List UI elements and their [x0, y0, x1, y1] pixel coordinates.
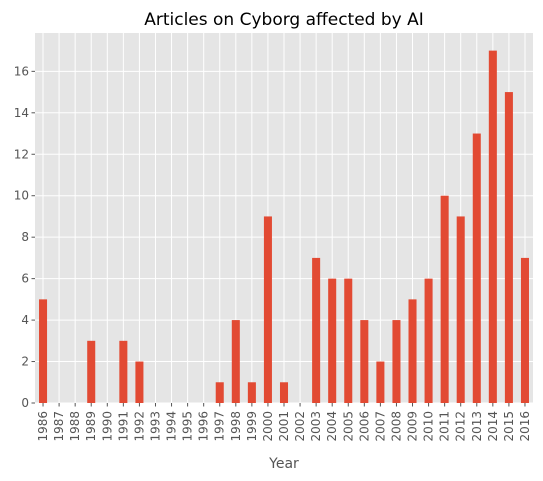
x-tick-label: 1986	[36, 411, 50, 442]
bar-2009	[408, 299, 417, 403]
x-tick-label: 2006	[357, 411, 371, 442]
y-tick-label: 4	[21, 313, 29, 327]
x-tick-label: 2014	[486, 411, 500, 442]
x-tick-label: 1999	[245, 411, 259, 442]
bars	[39, 50, 529, 404]
bar-2012	[456, 216, 465, 403]
y-tick-label: 16	[14, 64, 29, 78]
bar-2006	[360, 320, 369, 403]
x-tick-label: 2005	[341, 411, 355, 442]
bar-2008	[392, 320, 401, 403]
bar-2015	[504, 92, 513, 404]
bar-1997	[215, 382, 224, 403]
y-tick-label: 2	[21, 355, 29, 369]
x-tick-label: 2010	[422, 411, 436, 442]
bar-1989	[87, 340, 96, 403]
bar-2000	[263, 216, 272, 403]
bar-1986	[39, 299, 48, 403]
x-tick-label: 1991	[116, 411, 130, 442]
x-tick-label: 2002	[293, 411, 307, 442]
bar-2003	[312, 257, 321, 403]
bar-1991	[119, 340, 128, 403]
bar-2007	[376, 361, 385, 403]
x-tick-label: 1988	[68, 411, 82, 442]
x-tick-label: 2016	[518, 411, 532, 442]
bar-1992	[135, 361, 144, 403]
bar-1998	[231, 320, 240, 403]
x-tick-label: 2001	[277, 411, 291, 442]
y-axis-ticks: 0 2 4 6 8 10 12 14 16	[14, 64, 35, 410]
x-axis-ticks: 1986 1987 1988 1989 1990 1991 1992 1993 1994 1995…	[36, 403, 532, 442]
chart-title: Articles on Cyborg affected by AI	[144, 10, 424, 30]
y-tick-label: 6	[21, 272, 29, 286]
x-tick-label: 1987	[52, 411, 66, 442]
x-tick-label: 2003	[309, 411, 323, 442]
y-tick-label: 10	[14, 189, 29, 203]
x-tick-label: 1993	[148, 411, 162, 442]
x-tick-label: 2008	[389, 411, 403, 442]
x-tick-label: 2007	[373, 411, 387, 442]
x-axis-title: Year	[268, 456, 299, 472]
bar-2004	[328, 278, 337, 403]
x-tick-label: 2004	[325, 411, 339, 442]
y-tick-label: 12	[14, 147, 29, 161]
x-tick-label: 1990	[100, 411, 114, 442]
x-tick-label: 1995	[181, 411, 195, 442]
x-tick-label: 1994	[165, 411, 179, 442]
x-tick-label: 2009	[406, 411, 420, 442]
y-tick-label: 8	[21, 230, 29, 244]
x-tick-label: 2012	[454, 411, 468, 442]
bar-2011	[440, 195, 449, 403]
bar-2005	[344, 278, 353, 403]
bar-2013	[472, 133, 481, 403]
y-tick-label: 0	[21, 396, 29, 410]
x-tick-label: 2013	[470, 411, 484, 442]
x-tick-label: 1997	[213, 411, 227, 442]
bar-2016	[520, 257, 529, 403]
x-tick-label: 2015	[502, 411, 516, 442]
bar-1999	[247, 382, 256, 403]
y-tick-label: 14	[14, 106, 29, 120]
x-tick-label: 2011	[438, 411, 452, 442]
x-tick-label: 1996	[197, 411, 211, 442]
bar-2010	[424, 278, 433, 403]
bar-2001	[279, 382, 289, 403]
x-tick-label: 2000	[261, 411, 275, 442]
x-tick-label: 1989	[84, 411, 98, 442]
x-tick-label: 1992	[132, 411, 146, 442]
bar-2014	[488, 50, 497, 403]
x-tick-label: 1998	[229, 411, 243, 442]
